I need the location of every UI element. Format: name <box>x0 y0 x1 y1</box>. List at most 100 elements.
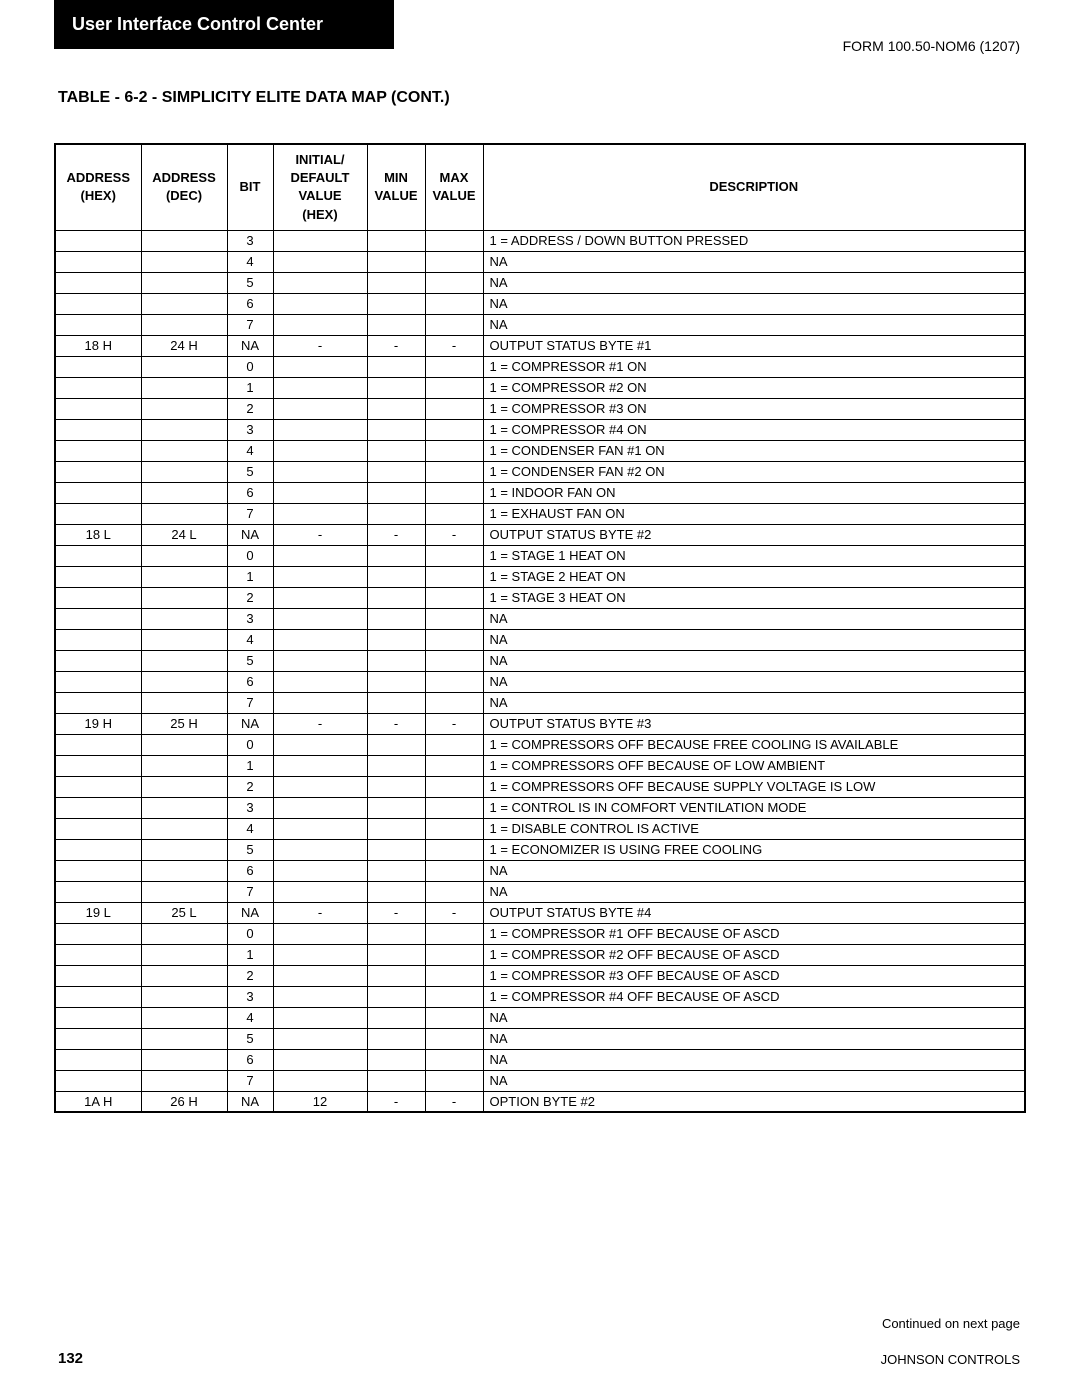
table-cell: OUTPUT STATUS BYTE #3 <box>483 713 1025 734</box>
table-cell: 1 = STAGE 2 HEAT ON <box>483 566 1025 587</box>
table-row: 1 1 = STAGE 2 HEAT ON <box>55 566 1025 587</box>
table-cell: NA <box>227 1091 273 1112</box>
table-cell: 1A H <box>55 1091 141 1112</box>
table-cell <box>55 734 141 755</box>
table-cell <box>141 692 227 713</box>
table-cell <box>367 650 425 671</box>
table-cell: 1 = ECONOMIZER IS USING FREE COOLING <box>483 839 1025 860</box>
table-cell <box>141 230 227 251</box>
table-cell: - <box>367 335 425 356</box>
table-cell <box>273 356 367 377</box>
table-cell <box>367 566 425 587</box>
table-cell <box>55 272 141 293</box>
table-cell <box>55 986 141 1007</box>
table-cell <box>425 734 483 755</box>
table-cell <box>367 734 425 755</box>
table-row: 5NA <box>55 650 1025 671</box>
table-cell: NA <box>227 902 273 923</box>
page-number: 132 <box>58 1350 83 1367</box>
table-cell: - <box>367 713 425 734</box>
table-cell: NA <box>483 293 1025 314</box>
table-cell: 6 <box>227 860 273 881</box>
table-cell: - <box>425 1091 483 1112</box>
table-cell <box>55 776 141 797</box>
table-cell <box>273 1007 367 1028</box>
table-cell: 4 <box>227 1007 273 1028</box>
table-cell: 1 = CONTROL IS IN COMFORT VENTILATION MO… <box>483 797 1025 818</box>
table-cell <box>273 965 367 986</box>
table-cell: 7 <box>227 881 273 902</box>
table-cell: NA <box>483 1070 1025 1091</box>
table-cell: - <box>273 713 367 734</box>
table-cell <box>425 1049 483 1070</box>
table-cell: 5 <box>227 650 273 671</box>
table-cell <box>55 566 141 587</box>
table-row: 21 = COMPRESSORS OFF BECAUSE SUPPLY VOLT… <box>55 776 1025 797</box>
table-cell <box>425 419 483 440</box>
table-cell <box>55 965 141 986</box>
table-cell <box>273 797 367 818</box>
table-cell <box>141 881 227 902</box>
table-cell <box>273 482 367 503</box>
table-cell <box>273 671 367 692</box>
table-cell <box>141 566 227 587</box>
table-row: 4NA <box>55 251 1025 272</box>
table-cell <box>367 776 425 797</box>
table-cell: 0 <box>227 356 273 377</box>
table-cell: 1 <box>227 566 273 587</box>
table-cell <box>273 629 367 650</box>
table-cell: 1 = STAGE 1 HEAT ON <box>483 545 1025 566</box>
table-cell: OPTION BYTE #2 <box>483 1091 1025 1112</box>
table-cell: NA <box>483 1049 1025 1070</box>
table-row: 18 H24 HNA---OUTPUT STATUS BYTE #1 <box>55 335 1025 356</box>
table-cell <box>425 272 483 293</box>
table-cell: NA <box>483 671 1025 692</box>
table-cell: - <box>425 902 483 923</box>
table-cell <box>55 650 141 671</box>
table-row: 6 NA <box>55 1049 1025 1070</box>
table-cell: 0 <box>227 734 273 755</box>
table-cell: 6 <box>227 1049 273 1070</box>
table-cell: NA <box>483 629 1025 650</box>
table-cell <box>367 587 425 608</box>
table-cell <box>425 776 483 797</box>
table-cell <box>367 818 425 839</box>
table-cell <box>367 692 425 713</box>
table-cell: 1 = DISABLE CONTROL IS ACTIVE <box>483 818 1025 839</box>
table-cell <box>55 797 141 818</box>
table-cell <box>55 755 141 776</box>
table-cell <box>141 1070 227 1091</box>
table-cell <box>425 671 483 692</box>
table-cell <box>141 839 227 860</box>
footnote: Continued on next page <box>882 1316 1020 1331</box>
table-cell <box>273 881 367 902</box>
table-cell: 7 <box>227 503 273 524</box>
table-cell: 2 <box>227 776 273 797</box>
col-header-min: MINVALUE <box>367 144 425 230</box>
table-cell: 5 <box>227 1028 273 1049</box>
table-row: 61 = INDOOR FAN ON <box>55 482 1025 503</box>
table-cell: 1 = COMPRESSOR #2 OFF BECAUSE OF ASCD <box>483 944 1025 965</box>
table-cell: NA <box>483 1007 1025 1028</box>
table-cell: - <box>425 524 483 545</box>
col-header-initial-default: INITIAL/DEFAULTVALUE(HEX) <box>273 144 367 230</box>
table-cell <box>425 608 483 629</box>
table-cell <box>367 881 425 902</box>
table-row: 71 = EXHAUST FAN ON <box>55 503 1025 524</box>
table-cell <box>55 839 141 860</box>
table-cell <box>55 818 141 839</box>
table-cell: 1 = COMPRESSOR #3 ON <box>483 398 1025 419</box>
table-row: 11 = COMPRESSOR #2 OFF BECAUSE OF ASCD <box>55 944 1025 965</box>
table-cell: NA <box>227 524 273 545</box>
table-cell <box>367 272 425 293</box>
table-cell <box>367 503 425 524</box>
table-cell: 2 <box>227 587 273 608</box>
table-cell <box>141 860 227 881</box>
table-row: 18 L24 LNA---OUTPUT STATUS BYTE #2 <box>55 524 1025 545</box>
table-cell <box>425 482 483 503</box>
table-cell: 1 = COMPRESSOR #1 ON <box>483 356 1025 377</box>
table-cell <box>273 440 367 461</box>
table-cell: NA <box>483 881 1025 902</box>
table-row: 6NA <box>55 671 1025 692</box>
table-cell: OUTPUT STATUS BYTE #4 <box>483 902 1025 923</box>
